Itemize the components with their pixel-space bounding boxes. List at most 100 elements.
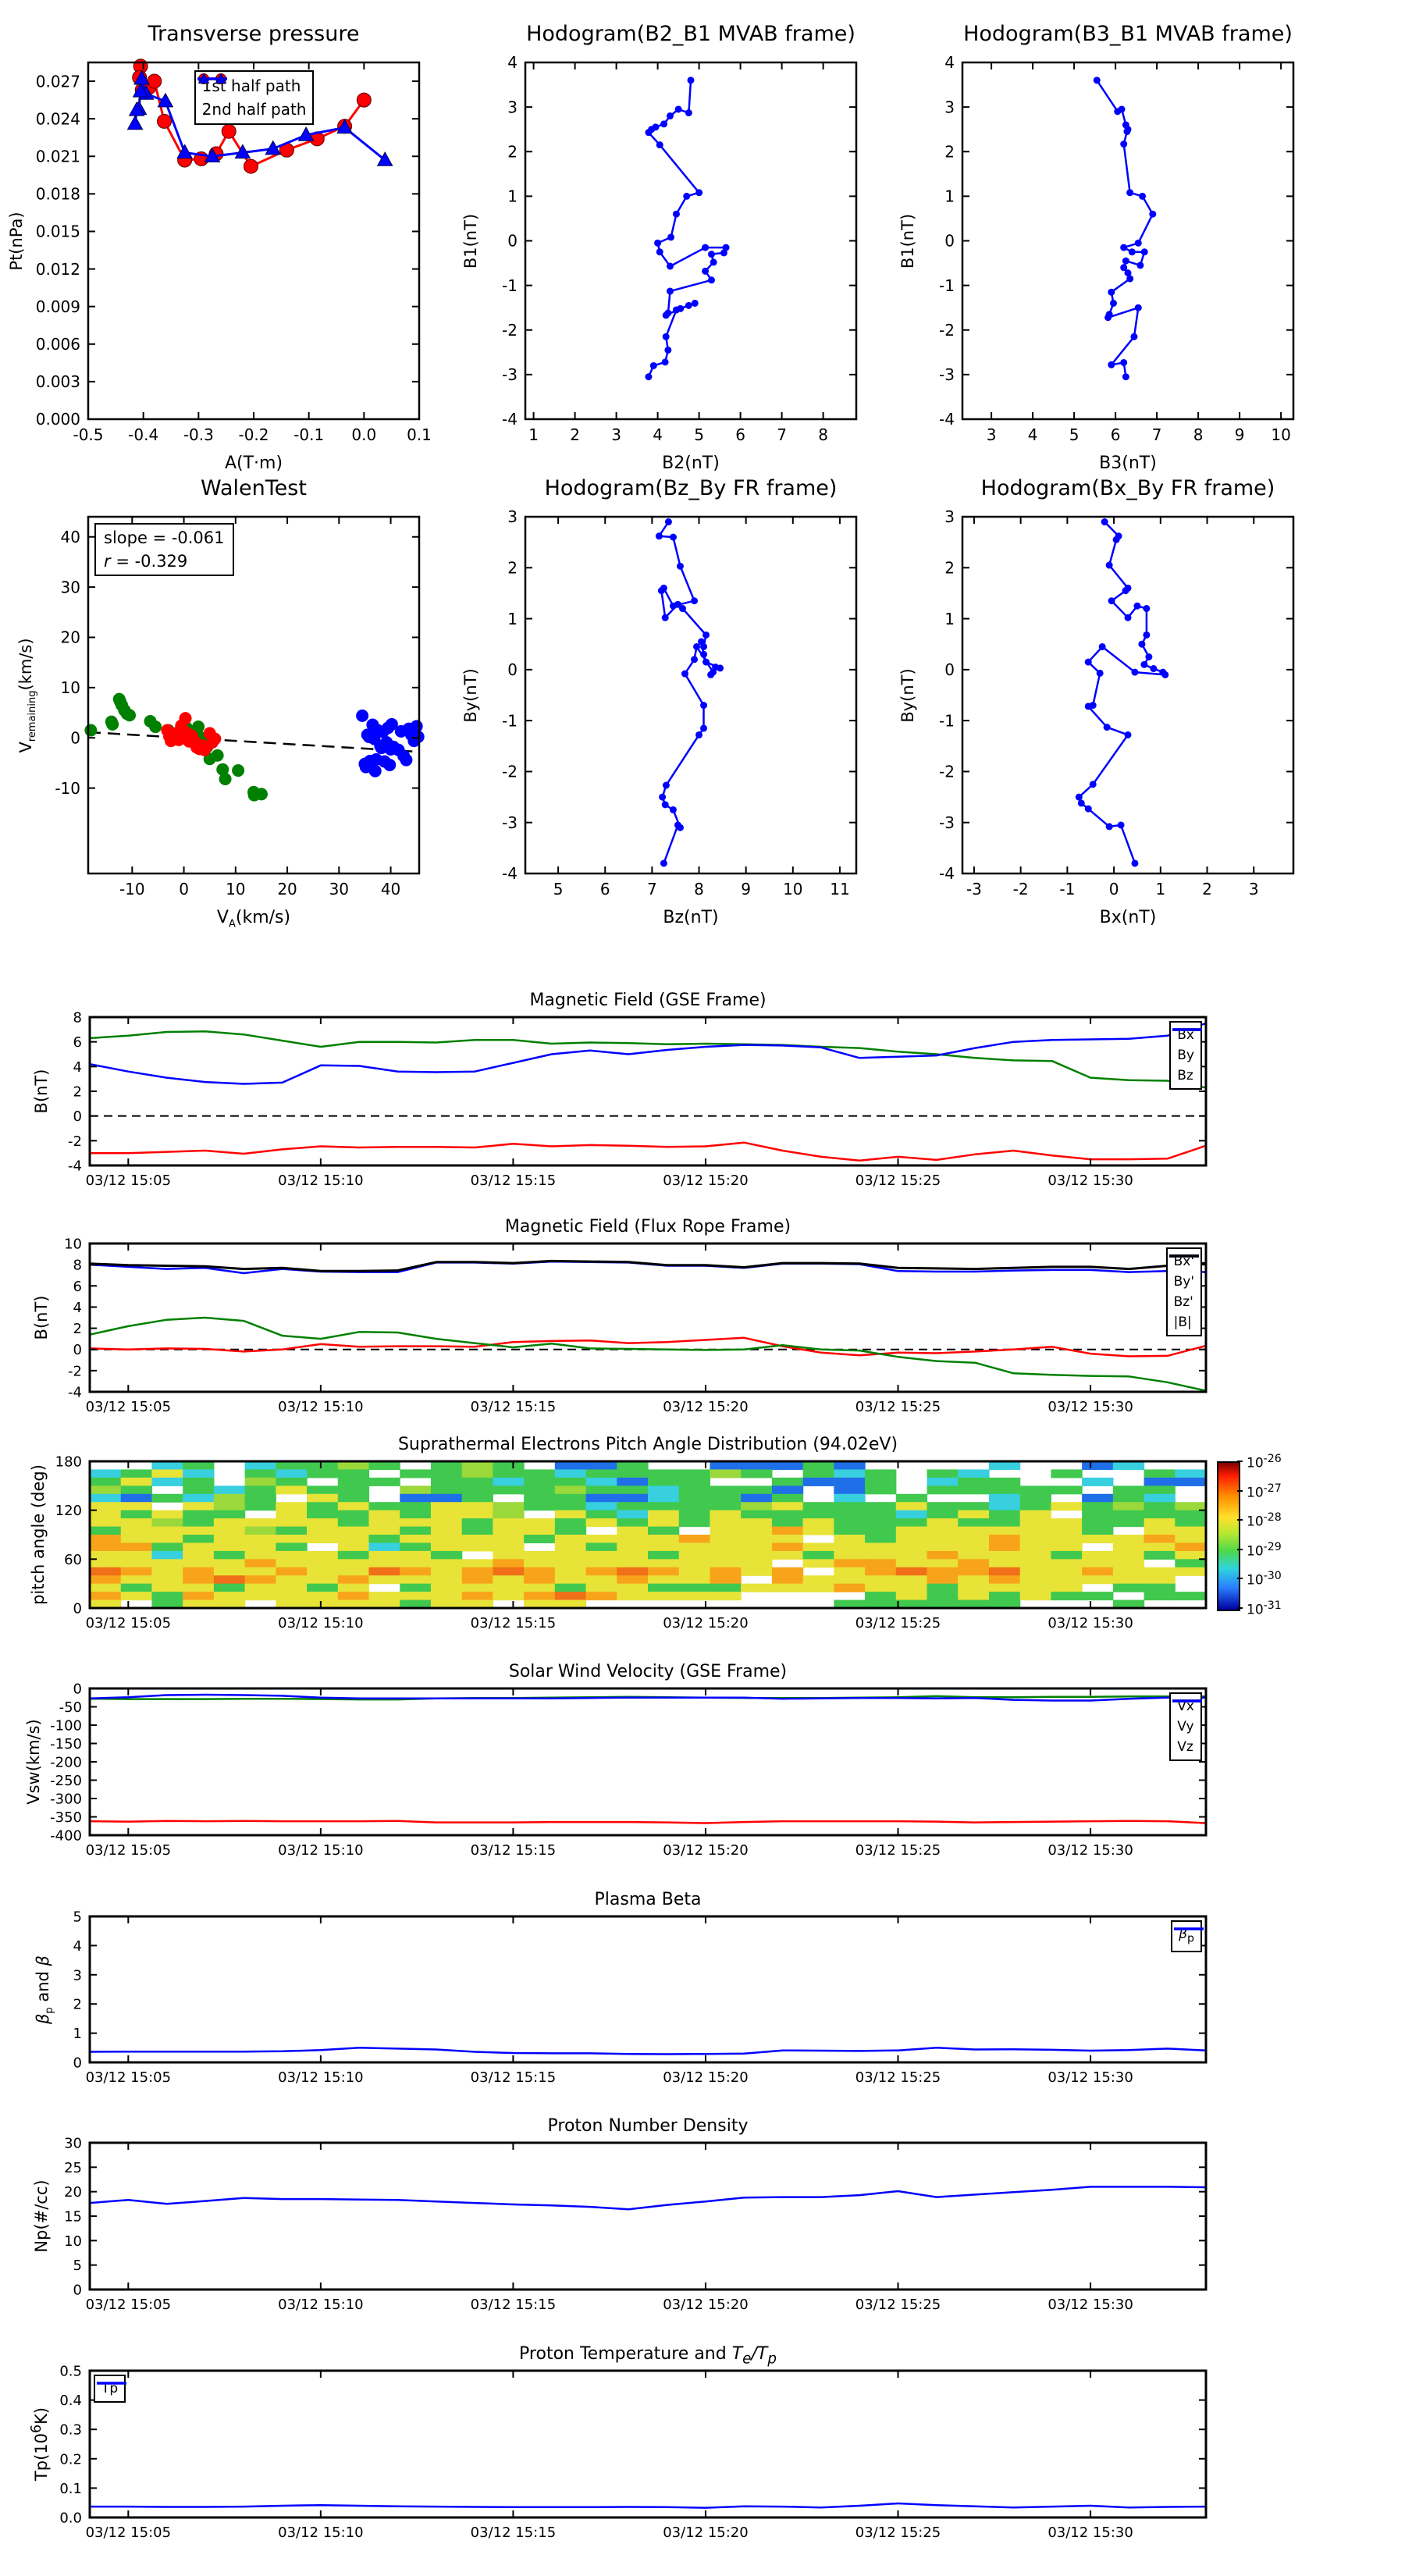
hod2-title: Hodogram(B3_B1 MVAB frame) <box>963 22 1293 46</box>
hod1-xtick-label: 8 <box>818 425 828 444</box>
colorbar-tick <box>1237 1489 1243 1492</box>
walen-ytick-label: -10 <box>55 779 80 798</box>
hod2-frame <box>961 61 1295 421</box>
hod2-xtick-label: 10 <box>1271 425 1290 444</box>
np-ytick-label: 5 <box>73 2258 82 2274</box>
beta-ytick-label: 4 <box>73 1938 82 1955</box>
pad-ytick-label: 180 <box>55 1453 82 1470</box>
pad-colorbar-label: 10-29 <box>1247 1540 1282 1560</box>
np-ytick-label: 20 <box>64 2184 82 2201</box>
hod1-ytick-label: 0 <box>507 232 518 251</box>
gse-ytick-label: -4 <box>68 1158 82 1174</box>
tp-xtick-label: 03/12 15:25 <box>855 2524 941 2541</box>
panel-pitch-angle-heatmap: 03/12 15:05 03/12 15:10 03/12 15:15 03/12 1… <box>29 1435 1282 1631</box>
hod3-xtick-label: 11 <box>830 880 849 898</box>
gse-xtick-label: 03/12 15:15 <box>471 1172 556 1189</box>
hod2-xtick-label: 3 <box>987 425 997 444</box>
hod2-xtick-label: 7 <box>1152 425 1162 444</box>
hod4-ytick-label: -4 <box>939 864 955 883</box>
walen-frame <box>87 515 421 875</box>
hod3-ytick-label: -4 <box>502 864 518 883</box>
fr-ylabel: B(nT) <box>32 1295 51 1340</box>
hod3-xlabel: Bz(nT) <box>663 908 719 927</box>
fr-ytick-label: 8 <box>73 1258 82 1274</box>
pt-legend-entry: 2nd half path <box>197 73 306 121</box>
pt-plot: -0.5 -0.4 -0.3 -0.2 -0.1 0.0 0.1 0.000 0.003 0.00… <box>36 59 432 444</box>
hod3-ytick-label: -1 <box>502 711 518 730</box>
hod3-plot: 5 6 7 8 9 10 11 -4 -3 -2 -1 0 1 2 3 <box>502 507 858 898</box>
hod4-xtick-label: 3 <box>1249 880 1259 898</box>
tp-legend-entry: Tp <box>97 2381 126 2396</box>
panel-hodogram-bx-by: -3 -2 -1 0 1 2 3 -4 -3 -2 -1 0 1 2 3 Hodogram(Bx_By FR … <box>898 476 1295 927</box>
walen-ytick-label: 30 <box>61 578 80 596</box>
pt-ytick-label: 0.012 <box>36 260 80 279</box>
colorbar-tick <box>1237 1461 1243 1462</box>
colorbar-tick <box>1237 1607 1243 1609</box>
vsw-ytick-label: -300 <box>50 1791 82 1807</box>
tp-xtick-label: 03/12 15:15 <box>471 2524 556 2541</box>
gse-series-Bz <box>89 1022 1207 1085</box>
hod2-plot: 3 4 5 6 7 8 9 10 -4 -3 -2 -1 0 1 2 3 4 <box>939 53 1295 444</box>
pt-legend: 1st half path 2nd half path <box>194 70 315 125</box>
beta-xtick-label: 03/12 15:25 <box>855 2069 941 2086</box>
panel-magnetic-field-fr: 03/12 15:05 03/12 15:10 03/12 15:15 03/12 1… <box>32 1217 1208 1415</box>
fr-xtick-label: 03/12 15:20 <box>663 1399 748 1415</box>
gse-ytick-label: 4 <box>73 1059 82 1076</box>
np-ytick-label: 0 <box>73 2282 82 2298</box>
hod3-ytick-label: -3 <box>502 813 518 832</box>
gse-ytick-label: 6 <box>73 1034 82 1051</box>
np-plot: 03/12 15:05 03/12 15:10 03/12 15:15 03/12 1… <box>64 2135 1208 2313</box>
fr-xtick-label: 03/12 15:30 <box>1048 1399 1133 1415</box>
hod4-xtick-label: 2 <box>1202 880 1212 898</box>
gse-xtick-label: 03/12 15:20 <box>663 1172 748 1189</box>
pad-colorbar-label: 10-26 <box>1247 1453 1282 1471</box>
hod4-ylabel: By(nT) <box>898 667 917 723</box>
pt-xtick-label: -0.1 <box>293 425 324 444</box>
colorbar-tick <box>1237 1548 1243 1550</box>
fr-ytick-label: 10 <box>64 1236 82 1252</box>
panel-hodogram-b2-b1: 1 2 3 4 5 6 7 8 -4 -3 -2 -1 0 1 2 3 4 Hodogram(B2_B1 MVAB… <box>461 22 858 473</box>
fr-ytick-label: -2 <box>68 1363 82 1379</box>
vsw-xtick-label: 03/12 15:15 <box>471 1842 556 1859</box>
gse-series-Bx <box>90 1141 1207 1162</box>
gse-xtick-label: 03/12 15:30 <box>1048 1172 1133 1189</box>
walen-plot: -10 0 10 20 30 40 -10 0 10 20 30 40 <box>55 515 425 898</box>
hod4-xtick-label: -3 <box>966 880 982 898</box>
hod3-ytick-label: 0 <box>507 660 518 679</box>
hod1-frame <box>524 61 858 421</box>
np-xtick-label: 03/12 15:05 <box>86 2297 171 2313</box>
hod1-xtick-label: 7 <box>777 425 787 444</box>
fr-xtick-label: 03/12 15:25 <box>855 1399 941 1415</box>
walen-annotation-box: slope = -0.061 r = -0.329 <box>94 523 234 576</box>
hod3-frame <box>524 515 858 875</box>
walen-xtick-label: -10 <box>119 880 145 898</box>
hod4-series-Bx_By <box>1078 521 1167 864</box>
beta-ytick-label: 0 <box>73 2055 82 2071</box>
hod2-xtick-label: 8 <box>1193 425 1204 444</box>
pad-xtick-label: 03/12 15:25 <box>855 1615 941 1631</box>
vsw-xtick-label: 03/12 15:25 <box>855 1842 941 1859</box>
hod1-series-B2_B1 <box>647 80 727 378</box>
hod2-xtick-label: 6 <box>1111 425 1121 444</box>
gse-ylabel: B(nT) <box>32 1069 51 1114</box>
gse-legend: Bx By Bz <box>1169 1021 1203 1090</box>
hod3-xtick-label: 7 <box>647 880 657 898</box>
pad-xtick-label: 03/12 15:10 <box>278 1615 363 1631</box>
panel-walen-test: -10 0 10 20 30 40 -10 0 10 20 30 40 WalenTest VA(km/s… <box>16 476 425 930</box>
fr-plot: 03/12 15:05 03/12 15:10 03/12 15:15 03/12 1… <box>64 1236 1208 1415</box>
pt-xtick-label: -0.3 <box>183 425 214 444</box>
pt-ytick-label: 0.006 <box>36 335 80 354</box>
hod1-ytick-label: -3 <box>502 365 518 384</box>
panel-hodogram-bz-by: 5 6 7 8 9 10 11 -4 -3 -2 -1 0 1 2 3 Hodogram(Bz_By FR f… <box>461 476 858 927</box>
fr-xtick-label: 03/12 15:15 <box>471 1399 556 1415</box>
pad-colorbar-label: 10-27 <box>1247 1482 1282 1501</box>
fr-ytick-label: 6 <box>73 1279 82 1295</box>
hod1-plot: 1 2 3 4 5 6 7 8 -4 -3 -2 -1 0 1 2 3 4 <box>502 53 858 444</box>
gse-ytick-label: -2 <box>68 1133 82 1150</box>
hod4-ytick-label: -3 <box>939 813 955 832</box>
fr-ytick-label: 4 <box>73 1300 82 1316</box>
pt-xtick-label: -0.2 <box>238 425 269 444</box>
tp-xtick-label: 03/12 15:30 <box>1048 2524 1133 2541</box>
pt-ytick-label: 0.009 <box>36 297 80 316</box>
walen-xtick-label: 20 <box>277 880 297 898</box>
